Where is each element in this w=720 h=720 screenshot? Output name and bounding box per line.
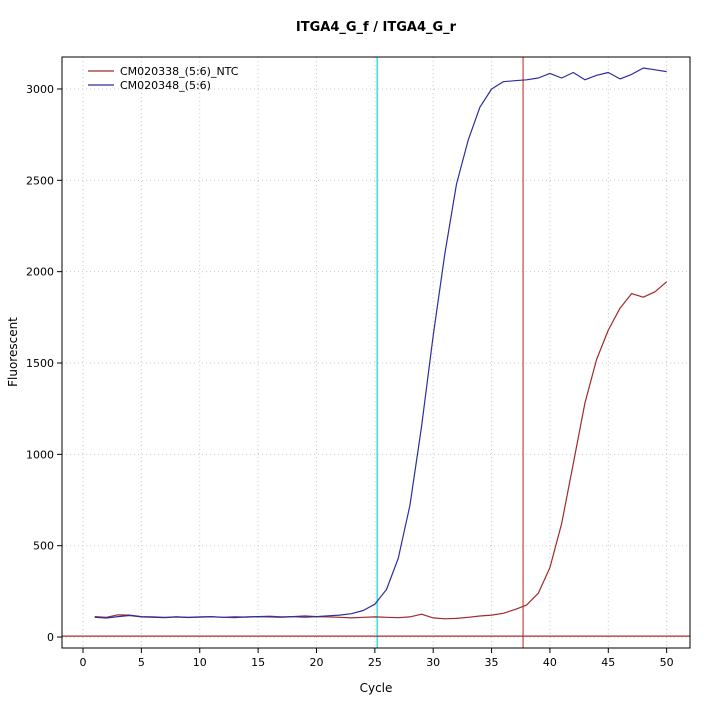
- series-line-cm020348-5-6-: [94, 67, 667, 619]
- legend-label: CM020348_(5:6): [120, 79, 211, 92]
- x-tick-label: 25: [368, 656, 382, 669]
- x-tick-label: 0: [80, 656, 87, 669]
- x-tick-label: 35: [485, 656, 499, 669]
- y-tick-label: 1000: [26, 448, 54, 461]
- x-tick-label: 50: [660, 656, 674, 669]
- chart-title: ITGA4_G_f / ITGA4_G_r: [295, 20, 457, 35]
- y-tick-label: 1500: [26, 357, 54, 370]
- series-line-cm020338-5-6-ntc: [94, 281, 668, 620]
- y-tick-label: 3000: [26, 83, 54, 96]
- y-axis-label: Fluorescent: [6, 317, 20, 387]
- x-tick-label: 40: [543, 656, 557, 669]
- x-tick-label: 30: [426, 656, 440, 669]
- x-tick-label: 45: [601, 656, 615, 669]
- x-tick-label: 20: [309, 656, 323, 669]
- y-tick-label: 0: [47, 631, 54, 644]
- plot-border: [61, 56, 691, 649]
- x-tick-label: 10: [193, 656, 207, 669]
- y-tick-label: 2000: [26, 266, 54, 279]
- y-tick-label: 2500: [26, 174, 54, 187]
- x-axis-label: Cycle: [359, 681, 393, 695]
- x-tick-label: 5: [138, 656, 145, 669]
- legend-label: CM020338_(5:6)_NTC: [120, 65, 239, 78]
- x-tick-label: 15: [251, 656, 265, 669]
- y-tick-label: 500: [33, 540, 54, 553]
